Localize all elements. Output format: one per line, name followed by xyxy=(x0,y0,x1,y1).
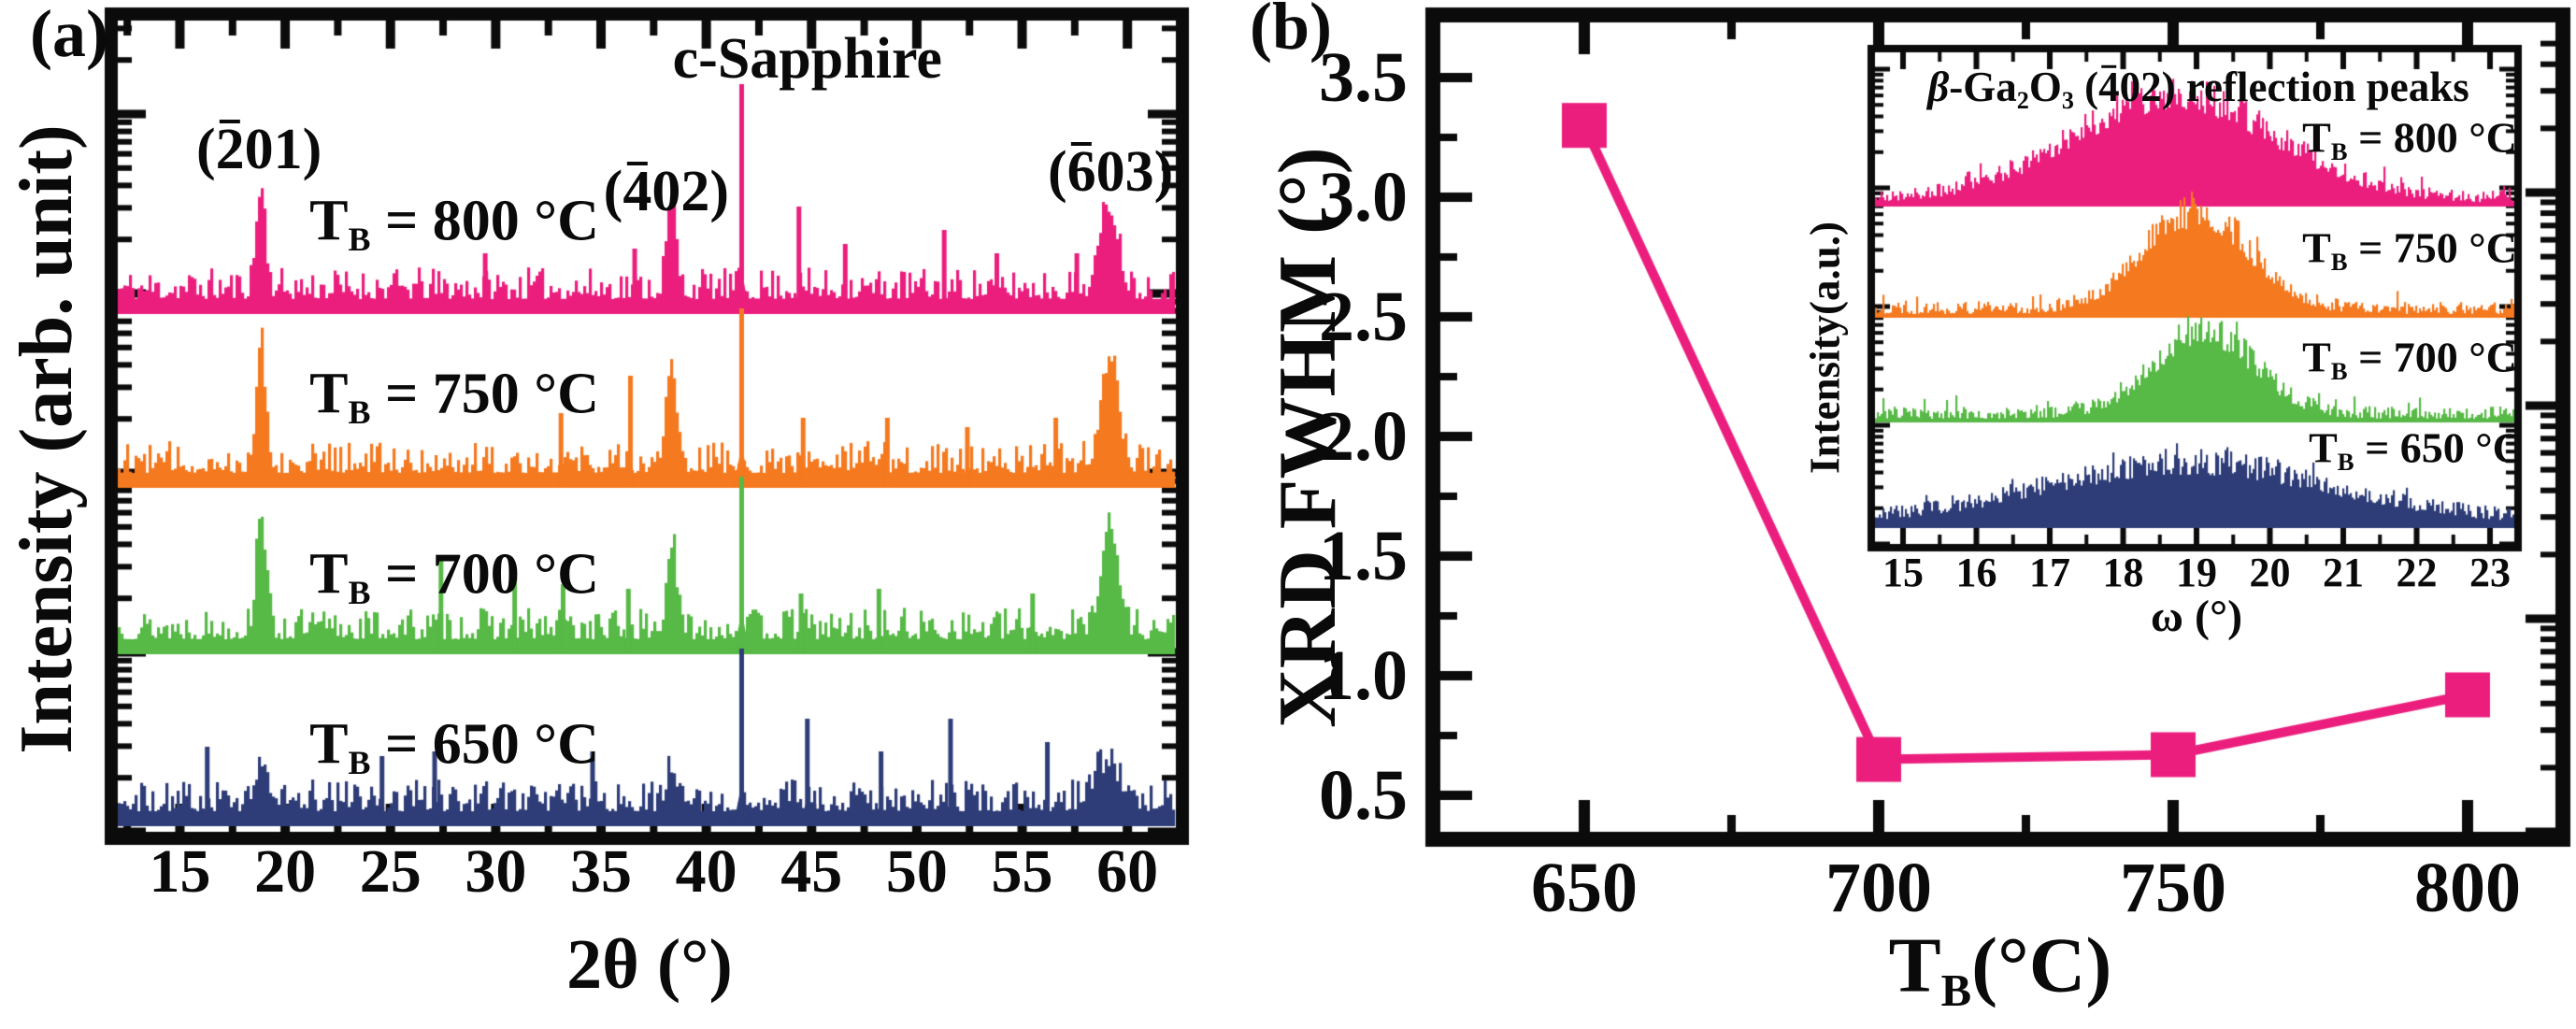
panel-a-x-tick-label: 35 xyxy=(570,837,632,906)
annotation-c-sapphire: c-Sapphire xyxy=(672,27,942,91)
panel-b-y-tick-label: 1.5 xyxy=(1319,517,1408,595)
panel-b-y-tick-label: 2.0 xyxy=(1319,397,1408,476)
panel-a-trace-label-3: TB = 700 °C xyxy=(309,542,599,611)
annotation-peak-201: (201) xyxy=(196,118,322,181)
inset-y-axis-label: Intensity(a.u.) xyxy=(1801,221,1849,475)
panel-a-x-tick-label: 60 xyxy=(1096,837,1159,906)
inset-x-tick-label: 20 xyxy=(2249,550,2291,595)
panel-a-x-tick-label: 40 xyxy=(675,837,737,906)
panel-a-y-axis-label: Intensity (arb. unit) xyxy=(6,124,88,754)
panel-a-trace-label-2: TB = 750 °C xyxy=(309,362,599,431)
panel-b-tag: (b) xyxy=(1250,0,1332,64)
panel-b-y-tick-label: 3.5 xyxy=(1319,38,1408,117)
panel-b-x-axis-label: TB(°C) xyxy=(1888,922,2112,1016)
inset-trace-label-1: TB = 800 °C xyxy=(2302,113,2517,165)
panel-b-y-tick-label: 2.5 xyxy=(1319,278,1408,356)
inset-x-axis-label: ω (°) xyxy=(2150,592,2243,641)
panel-a-trace-label-1: TB = 800 °C xyxy=(309,189,599,258)
panel-a-x-tick-label: 30 xyxy=(465,837,527,906)
panel-a-trace-label-4: TB = 650 °C xyxy=(309,712,599,781)
panel-a-x-tick-label: 20 xyxy=(254,837,317,906)
panel-b-x-tick-label: 750 xyxy=(2120,849,2226,927)
panel-b-x-tick-label: 700 xyxy=(1825,849,1932,927)
panel-b-y-tick-label: 0.5 xyxy=(1319,756,1408,835)
inset-x-tick-label: 18 xyxy=(2102,550,2144,595)
inset-title: β-Ga2O3 (402) reflection peaks xyxy=(1927,63,2469,115)
inset-x-tick-label: 22 xyxy=(2396,550,2438,595)
panel-a-tag: (a) xyxy=(30,0,108,71)
inset-x-tick-label: 16 xyxy=(1955,550,1997,595)
inset-x-tick-label: 15 xyxy=(1882,550,1924,595)
panel-a-x-tick-label: 50 xyxy=(885,837,948,906)
inset-trace-label-2: TB = 750 °C xyxy=(2302,223,2517,276)
panel-a-x-tick-label: 25 xyxy=(359,837,422,906)
panel-b-x-tick-label: 800 xyxy=(2414,849,2521,927)
inset-trace-label-3: TB = 700 °C xyxy=(2302,333,2517,385)
inset-x-tick-label: 17 xyxy=(2029,550,2070,595)
panel-a-x-tick-label: 55 xyxy=(991,837,1053,906)
panel-b-x-tick-label: 650 xyxy=(1531,849,1638,927)
inset-trace-label-4: TB = 650 °C xyxy=(2309,423,2524,476)
panel-a-x-tick-label: 45 xyxy=(780,837,843,906)
annotation-peak-603: (603) xyxy=(1048,140,1174,204)
panel-a-x-tick-label: 15 xyxy=(149,837,211,906)
panel-a-x-axis-label: 2θ (°) xyxy=(566,925,733,1004)
inset-x-tick-label: 21 xyxy=(2323,550,2364,595)
panel-b-y-tick-label: 3.0 xyxy=(1319,158,1408,236)
annotation-peak-402: (402) xyxy=(603,160,729,223)
inset-x-tick-label: 19 xyxy=(2176,550,2217,595)
panel-b-y-tick-label: 1.0 xyxy=(1319,636,1408,715)
inset-x-tick-label: 23 xyxy=(2469,550,2511,595)
